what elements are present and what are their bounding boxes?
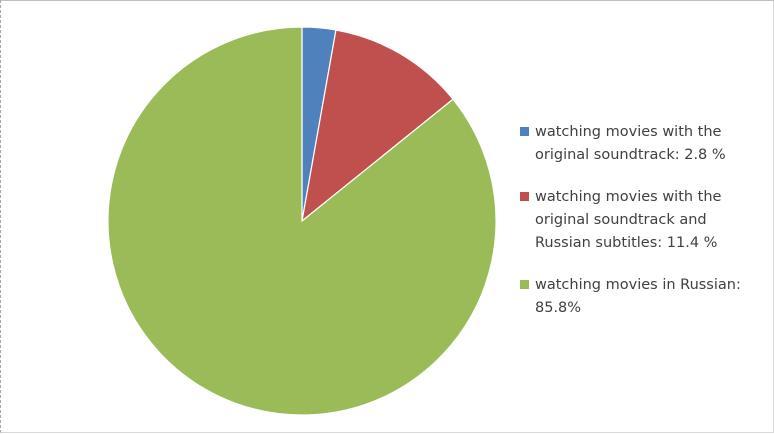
- legend-item-russian: watching movies in Russian: 85.8%: [520, 274, 765, 320]
- legend-swatch-original-soundtrack: [520, 127, 529, 136]
- pie-slice-russian-subtitles: [301, 29, 454, 223]
- legend-item-original-soundtrack: watching movies with the original soundt…: [520, 121, 765, 167]
- legend: watching movies with the original soundt…: [520, 121, 765, 320]
- pie-slices: [107, 26, 497, 416]
- legend-label-original-soundtrack: watching movies with the original soundt…: [535, 124, 726, 163]
- legend-label-russian-subtitles: watching movies with the original soundt…: [535, 189, 722, 251]
- legend-swatch-russian-subtitles: [520, 192, 529, 201]
- legend-label-russian: watching movies in Russian: 85.8%: [535, 277, 741, 316]
- legend-swatch-russian: [520, 280, 529, 289]
- pie-slice-russian: [107, 26, 497, 416]
- legend-item-russian-subtitles: watching movies with the original soundt…: [520, 186, 765, 255]
